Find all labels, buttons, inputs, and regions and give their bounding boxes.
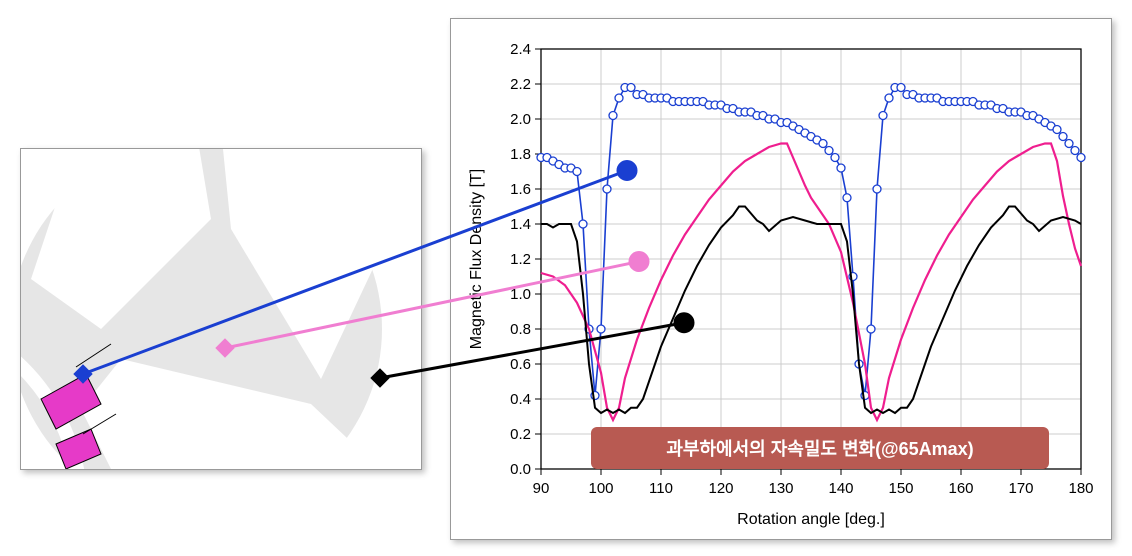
right-panel: 90 100 110 120 130 140 150 160 170 180 0.0 0.2 0.4 0.… [450,18,1112,540]
svg-text:160: 160 [948,480,973,497]
svg-text:1.0: 1.0 [510,286,531,303]
svg-text:120: 120 [708,480,733,497]
svg-text:1.8: 1.8 [510,146,531,163]
svg-text:90: 90 [533,480,550,497]
svg-text:180: 180 [1068,480,1093,497]
svg-text:2.0: 2.0 [510,111,531,128]
svg-text:100: 100 [588,480,613,497]
svg-text:0.8: 0.8 [510,321,531,338]
svg-text:1.4: 1.4 [510,216,531,233]
svg-text:0.2: 0.2 [510,426,531,443]
svg-text:0.6: 0.6 [510,356,531,373]
x-axis-label: Rotation angle [deg.] [737,511,885,528]
svg-text:0.0: 0.0 [510,461,531,478]
figure-container: 90 100 110 120 130 140 150 160 170 180 0.0 0.2 0.4 0.… [0,0,1132,556]
overload-badge: 과부하에서의 자속밀도 변화(@65Amax) [591,427,1049,469]
svg-text:1.2: 1.2 [510,251,531,268]
svg-text:0.4: 0.4 [510,391,531,408]
y-axis-label: Magnetic Flux Density [T] [468,169,485,350]
svg-text:170: 170 [1008,480,1033,497]
svg-text:2.4: 2.4 [510,41,531,58]
svg-text:2.2: 2.2 [510,76,531,93]
left-panel [20,148,422,470]
overload-badge-text: 과부하에서의 자속밀도 변화(@65Amax) [666,439,973,459]
svg-text:110: 110 [649,480,673,497]
rotor-svg [21,149,421,469]
svg-text:140: 140 [828,480,853,497]
svg-text:130: 130 [768,480,793,497]
svg-text:1.6: 1.6 [510,181,531,198]
svg-text:150: 150 [888,480,913,497]
